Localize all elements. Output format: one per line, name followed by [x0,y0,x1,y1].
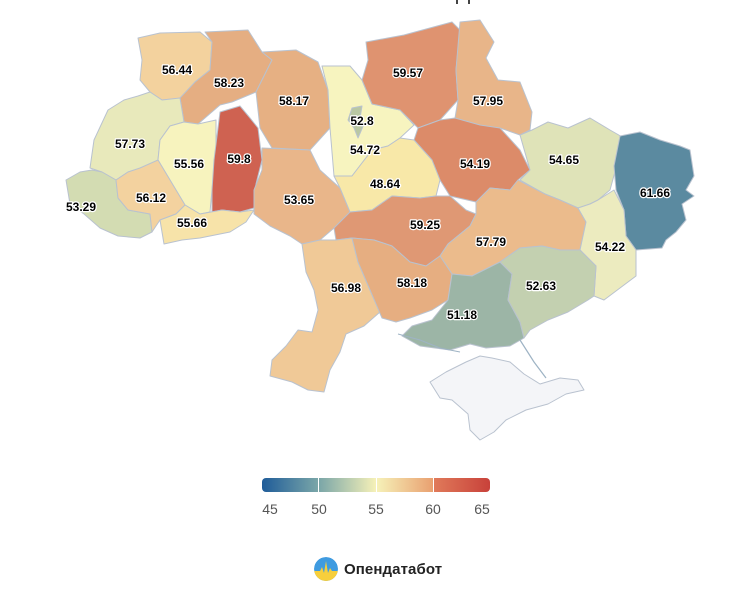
label-kyiv-city: 52.8 [350,114,374,128]
label-odesa: 56.98 [331,281,361,295]
brand-credit[interactable]: Опендатабот [314,557,442,581]
label-luhansk: 61.66 [640,186,670,200]
label-sumy: 57.95 [473,94,503,108]
coast-line [519,339,547,379]
legend-tick: 60 [425,501,441,517]
region-zaporizhzhia[interactable] [499,245,597,339]
label-kyiv-oblast: 54.72 [350,143,380,157]
title-fragment [456,0,476,6]
label-zakarpattia: 53.29 [66,200,96,214]
color-scale-legend: 45 50 55 60 65 [262,478,490,521]
label-chernivtsi: 55.66 [177,216,207,230]
region-chernivtsi[interactable] [159,204,255,245]
label-ivano-frankivsk: 56.12 [136,191,166,205]
label-ternopil: 55.56 [174,157,204,171]
label-kirovohrad: 59.25 [410,218,440,232]
label-dnipropetrovsk: 57.79 [476,235,506,249]
coast-line [397,333,461,353]
label-kherson: 51.18 [447,308,477,322]
legend-tick: 65 [474,501,490,517]
region-sumy[interactable] [454,19,533,136]
label-chernihiv: 59.57 [393,66,423,80]
opendatabot-logo-icon [314,557,338,581]
label-mykolaiv: 58.18 [397,276,427,290]
legend-tick: 55 [368,501,384,517]
label-rivne: 58.23 [214,76,244,90]
legend-segment-55-60 [376,478,434,492]
color-scale-bar [262,478,490,492]
region-kyiv-city[interactable] [347,105,365,139]
label-zaporizhzhia: 52.63 [526,279,556,293]
legend-tick: 50 [311,501,327,517]
label-zhytomyr: 58.17 [279,94,309,108]
label-khmelnytskyi: 59.8 [227,152,251,166]
ukraine-choropleth-map: 56.44 58.23 58.17 54.72 52.8 59.57 57.95… [65,19,695,441]
label-cherkasy: 48.64 [370,177,400,191]
region-crimea[interactable] [429,355,585,441]
label-poltava: 54.19 [460,157,490,171]
legend-segment-50-55 [319,478,377,492]
label-volyn: 56.44 [162,63,192,77]
brand-name: Опендатабот [344,560,443,578]
label-kharkiv: 54.65 [549,153,579,167]
label-donetsk: 54.22 [595,240,625,254]
legend-ticks: 45 50 55 60 65 [262,501,490,521]
label-lviv: 57.73 [115,137,145,151]
label-vinnytsia: 53.65 [284,193,314,207]
legend-segment-45-50 [262,478,320,492]
legend-tick: 45 [262,501,278,517]
legend-segment-60-65 [433,478,490,492]
